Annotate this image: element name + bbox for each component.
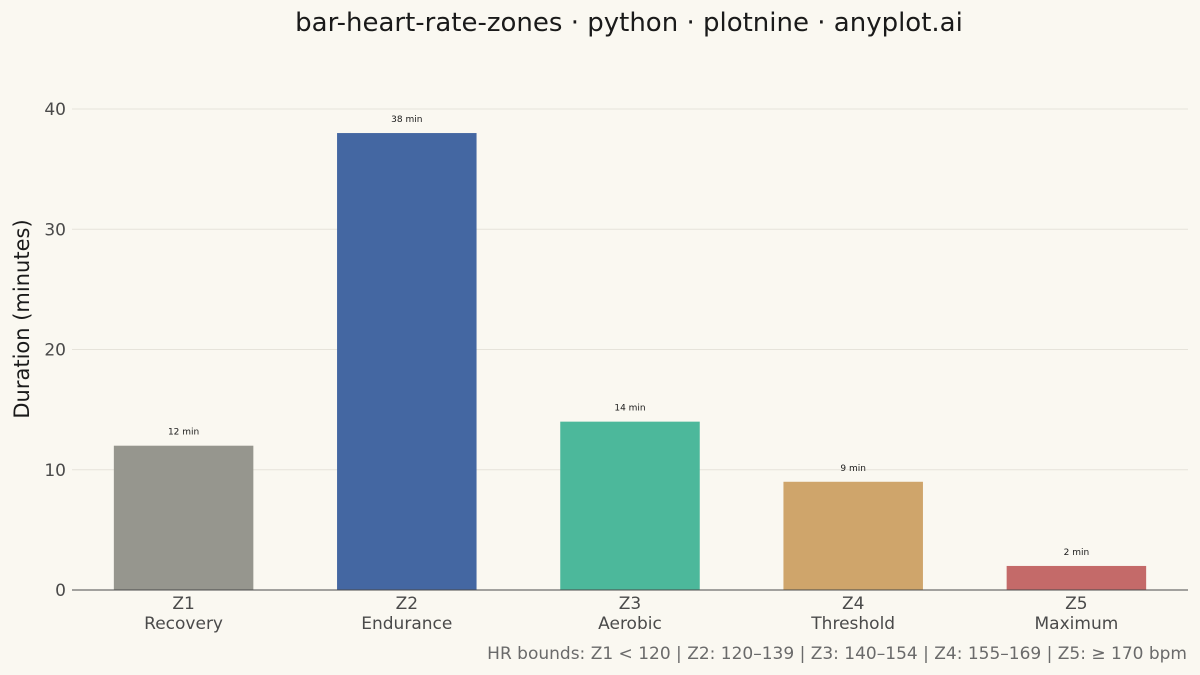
x-tick-zone: Z5	[1065, 594, 1087, 614]
data-labels: 12 min 38 min 14 min 9 min 2 min	[168, 115, 1089, 558]
x-tick-zone: Z1	[172, 594, 194, 614]
data-label: 12 min	[168, 428, 199, 438]
bars	[113, 133, 1147, 591]
bar-z1	[113, 445, 254, 590]
y-tick-label: 30	[44, 220, 66, 240]
chart-caption: HR bounds: Z1 < 120 | Z2: 120–139 | Z3: …	[487, 644, 1187, 664]
x-tick-zone: Z2	[396, 594, 418, 614]
y-axis-label: Duration (minutes)	[10, 219, 34, 418]
y-tick-label: 10	[44, 461, 66, 481]
chart-title: bar-heart-rate-zones · python · plotnine…	[295, 8, 963, 38]
x-tick-name: Maximum	[1035, 614, 1119, 634]
y-tick-label: 0	[55, 581, 66, 601]
y-tick-label: 20	[44, 341, 66, 361]
bar-z2	[337, 133, 477, 591]
bar-z3	[560, 421, 700, 590]
bar-z5	[1006, 565, 1147, 590]
gridlines	[72, 108, 1188, 471]
x-tick-name: Threshold	[810, 614, 895, 634]
x-tick-name: Recovery	[144, 614, 223, 634]
x-tick-name: Endurance	[361, 614, 452, 634]
x-tick-name: Aerobic	[598, 614, 662, 634]
data-label: 14 min	[614, 404, 645, 414]
x-tick-zone: Z4	[842, 594, 864, 614]
data-label: 2 min	[1064, 548, 1090, 558]
y-axis-ticks: 0 10 20 30 40	[44, 100, 66, 601]
y-tick-label: 40	[44, 100, 66, 120]
bar-z4	[783, 481, 923, 590]
data-label: 9 min	[840, 464, 866, 474]
data-label: 38 min	[391, 115, 422, 125]
x-tick-zone: Z3	[619, 594, 641, 614]
